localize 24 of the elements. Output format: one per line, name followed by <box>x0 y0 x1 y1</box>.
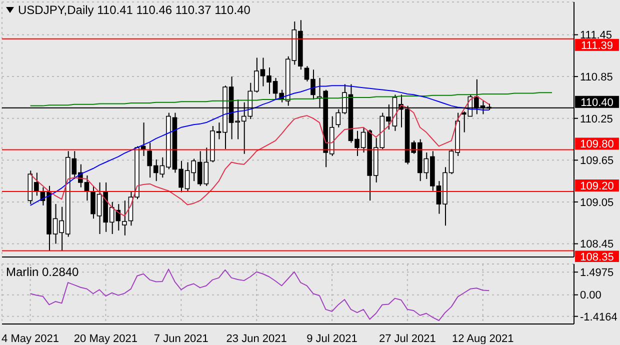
y-tick-label: 0.00 <box>580 290 602 302</box>
ref-line-label: 110.40 <box>580 96 614 109</box>
x-tick-label: 4 May 2021 <box>2 333 60 345</box>
x-tick-label: 23 Jun 2021 <box>226 333 287 345</box>
x-tick-label: 7 Jun 2021 <box>154 333 208 345</box>
x-tick-label: 12 Aug 2021 <box>452 333 514 345</box>
y-tick-label: 108.45 <box>580 238 614 251</box>
x-tick-label: 27 Jul 2021 <box>378 333 436 345</box>
y-tick-label: -1.4164 <box>580 311 618 324</box>
chart-title: Marlin 0.2840 <box>6 265 79 279</box>
ref-line-label: 109.20 <box>580 180 614 193</box>
x-tick-label: 9 Jul 2021 <box>306 333 358 345</box>
y-tick-label: 110.85 <box>580 71 613 84</box>
ref-line-label: 111.39 <box>580 40 614 52</box>
y-tick-label: 109.65 <box>580 155 614 168</box>
y-tick-label: 110.25 <box>580 113 613 126</box>
y-tick-label: 111.45 <box>580 30 612 42</box>
x-tick-label: 20 May 2021 <box>74 333 138 345</box>
ref-line-label: 108.35 <box>580 252 614 264</box>
y-tick-label: 1.4975 <box>580 266 614 279</box>
chart-title: USDJPY,Daily 110.41 110.46 110.37 110.40 <box>18 3 250 17</box>
ref-line-label: 109.80 <box>580 138 614 151</box>
y-tick-label: 109.05 <box>580 196 614 209</box>
candlestick <box>122 200 127 236</box>
